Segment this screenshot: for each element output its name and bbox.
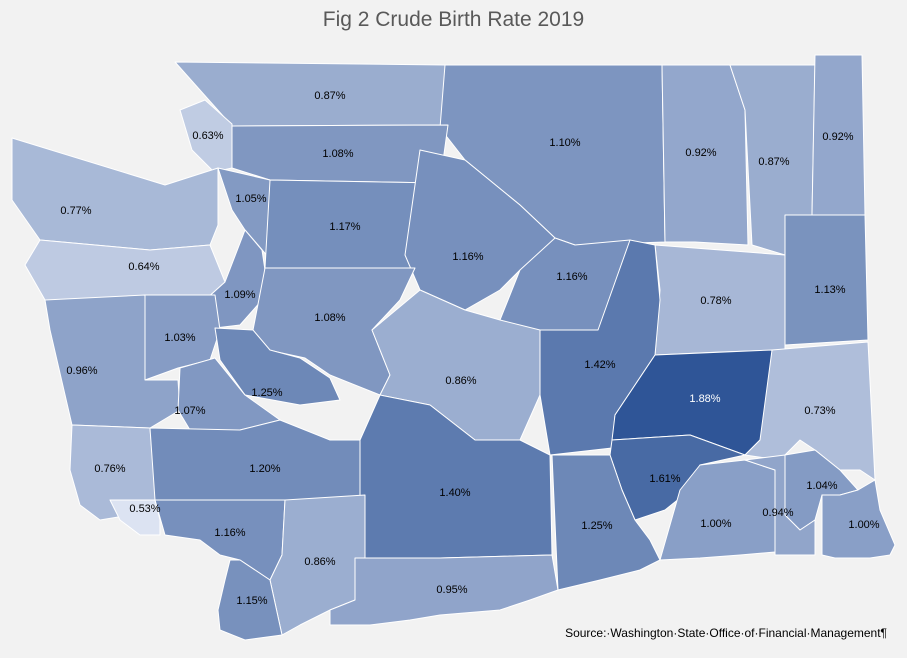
county-label-lincoln: 0.78% xyxy=(700,295,731,307)
county-label-ferry: 0.92% xyxy=(685,147,716,159)
county-label-garfield: 1.04% xyxy=(806,480,837,492)
county-kittitas xyxy=(371,289,541,441)
county-label-cowlitz: 1.16% xyxy=(214,527,245,539)
county-label-clark: 1.15% xyxy=(236,595,267,607)
county-label-skamania: 0.86% xyxy=(304,556,335,568)
county-label-spokane: 1.13% xyxy=(814,284,845,296)
county-klickitat xyxy=(329,554,559,626)
county-label-kittitas: 0.86% xyxy=(445,375,476,387)
county-labels: 0.87% 0.63% 1.10% 0.92% 0.87% 0.92% 1.08% 1.05%… xyxy=(60,90,879,607)
county-label-klickitat: 0.95% xyxy=(436,584,467,596)
county-label-pierce: 1.08% xyxy=(314,312,345,324)
county-label-san-juan: 0.87% xyxy=(314,90,345,102)
county-label-mason: 1.03% xyxy=(164,332,195,344)
county-cowlitz xyxy=(154,499,286,581)
county-label-adams: 1.88% xyxy=(689,393,720,405)
county-jefferson xyxy=(24,239,226,301)
county-label-columbia: 0.94% xyxy=(762,507,793,519)
county-label-chelan: 1.16% xyxy=(452,251,483,263)
county-label-jefferson: 0.64% xyxy=(128,261,159,273)
county-label-snohomish: 1.05% xyxy=(235,193,266,205)
county-label-island: 0.63% xyxy=(192,130,223,142)
county-label-yakima: 1.40% xyxy=(439,487,470,499)
county-label-grays-harbor: 0.96% xyxy=(66,365,97,377)
county-label-grant: 1.42% xyxy=(584,359,615,371)
county-kitsap xyxy=(204,229,266,329)
county-shapes xyxy=(11,54,896,641)
county-label-whitman: 0.73% xyxy=(804,405,835,417)
county-thurston xyxy=(214,327,341,406)
county-columbia xyxy=(744,454,816,556)
county-label-king: 1.17% xyxy=(329,221,360,233)
source-note: Source:·Washington·State·Office·of·Finan… xyxy=(565,626,887,640)
county-label-douglas: 1.16% xyxy=(556,271,587,283)
county-label-lewis-north: 1.07% xyxy=(174,405,205,417)
county-label-pacific: 0.76% xyxy=(94,463,125,475)
map-title: Fig 2 Crude Birth Rate 2019 xyxy=(322,8,585,31)
county-spokane xyxy=(784,214,869,346)
county-label-franklin: 1.61% xyxy=(649,473,680,485)
county-label-wahkiakum: 0.53% xyxy=(129,503,160,515)
county-clark xyxy=(217,559,283,641)
county-label-walla-walla: 1.00% xyxy=(700,518,731,530)
county-label-lewis: 1.20% xyxy=(249,463,280,475)
county-asotin xyxy=(821,479,896,559)
county-benton xyxy=(551,454,661,591)
county-label-thurston: 1.25% xyxy=(251,387,282,399)
county-label-benton: 1.25% xyxy=(581,520,612,532)
county-label-pend-oreille: 0.92% xyxy=(822,131,853,143)
county-label-clallam: 0.77% xyxy=(60,205,91,217)
county-label-kitsap: 1.09% xyxy=(224,289,255,301)
county-label-okanogan: 1.10% xyxy=(549,137,580,149)
county-label-asotin: 1.00% xyxy=(848,519,879,531)
county-label-stevens: 0.87% xyxy=(758,156,789,168)
county-clallam xyxy=(11,137,219,251)
county-label-skagit: 1.08% xyxy=(322,148,353,160)
